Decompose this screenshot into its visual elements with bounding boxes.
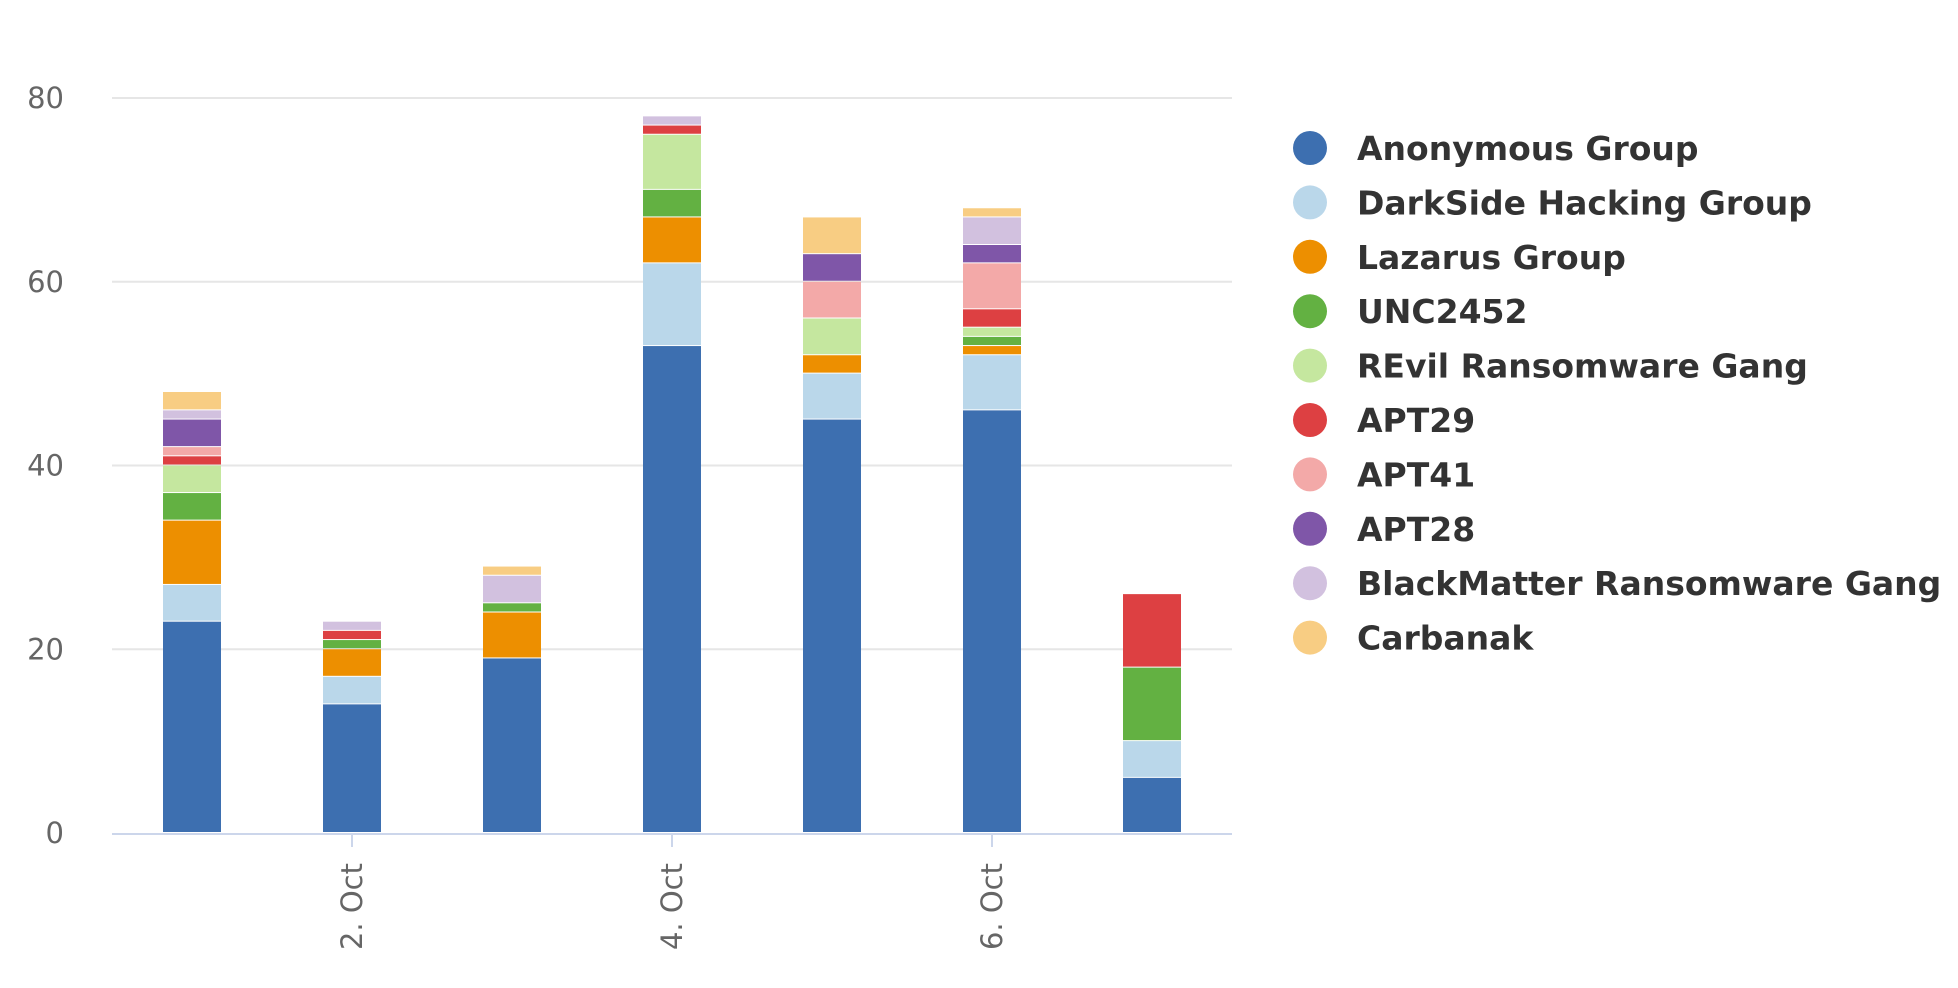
legend-item[interactable]: Anonymous Group <box>1293 129 1699 169</box>
bar-segment <box>803 373 861 419</box>
x-axis: 2. Oct 4. Oct 6. Oct <box>112 833 1232 950</box>
bar-segment <box>163 392 221 410</box>
x-tick-label: 6. Oct <box>975 863 1009 950</box>
bar-segment <box>483 566 541 575</box>
legend-item[interactable]: APT28 <box>1293 509 1476 549</box>
bar-segment <box>803 355 861 373</box>
bar-segment <box>1123 741 1181 777</box>
bar-segment <box>963 327 1021 336</box>
bar-segment <box>323 649 381 676</box>
legend-item[interactable]: APT29 <box>1293 401 1476 441</box>
legend-label: Carbanak <box>1357 619 1534 658</box>
legend-label: BlackMatter Ransomware Gang <box>1357 564 1941 603</box>
legend-marker <box>1293 185 1327 220</box>
bar-segment <box>323 621 381 630</box>
bar-segment <box>963 208 1021 217</box>
bar-stack <box>643 116 701 832</box>
bar-segment <box>483 612 541 658</box>
bar-segment <box>963 217 1021 244</box>
bar-segment <box>1123 777 1181 832</box>
bar-segment <box>963 346 1021 355</box>
y-tick-label: 80 <box>27 81 64 115</box>
bar-segment <box>1123 667 1181 741</box>
bar-segment <box>963 336 1021 346</box>
legend-marker <box>1293 294 1327 329</box>
legend-label: DarkSide Hacking Group <box>1357 183 1812 222</box>
legend-marker <box>1293 511 1327 546</box>
y-tick-label: 60 <box>27 265 64 299</box>
bar-segment <box>163 419 221 447</box>
bar-stack <box>323 621 381 832</box>
bar-segment <box>963 263 1021 309</box>
legend-marker <box>1293 620 1327 655</box>
legend-item[interactable]: BlackMatter Ransomware Gang <box>1293 564 1942 604</box>
legend-label: APT41 <box>1357 455 1475 494</box>
bar-stack <box>163 392 221 832</box>
bar-stack <box>963 208 1021 832</box>
y-tick-label: 0 <box>46 816 64 850</box>
bar-segment <box>163 465 221 493</box>
bar-segment <box>803 318 861 355</box>
legend-item[interactable]: REvil Ransomware Gang <box>1293 346 1808 386</box>
bar-segment <box>163 493 221 520</box>
y-axis-ticks: 0 20 40 60 80 <box>27 81 64 850</box>
legend-item[interactable]: DarkSide Hacking Group <box>1293 183 1812 223</box>
bar-segment <box>643 263 701 346</box>
bar-stack <box>483 566 541 832</box>
x-tick-label: 2. Oct <box>335 863 369 950</box>
bar-segment <box>323 704 381 832</box>
legend-item[interactable]: APT41 <box>1293 455 1476 495</box>
legend-marker <box>1293 131 1327 165</box>
bar-segment <box>483 575 541 603</box>
legend: Anonymous Group DarkSide Hacking Group Laz… <box>1293 129 1942 658</box>
bar-segment <box>963 355 1021 410</box>
bar-segment <box>163 520 221 584</box>
bar-segment <box>163 447 221 456</box>
legend-label: UNC2452 <box>1357 292 1527 331</box>
y-tick-label: 40 <box>27 449 64 483</box>
bar-segment <box>803 419 861 832</box>
bar-segment <box>323 640 381 649</box>
bar-segment <box>643 116 701 125</box>
legend-marker <box>1293 403 1327 437</box>
legend-marker <box>1293 457 1327 492</box>
legend-label: APT28 <box>1357 510 1475 549</box>
bar-segment <box>643 189 701 217</box>
bar-stack <box>803 217 861 832</box>
legend-item[interactable]: UNC2452 <box>1293 292 1528 332</box>
legend-label: REvil Ransomware Gang <box>1357 347 1808 386</box>
bar-segment <box>963 309 1021 327</box>
legend-item[interactable]: Carbanak <box>1293 618 1535 658</box>
legend-label: Anonymous Group <box>1357 129 1699 168</box>
legend-label: APT29 <box>1357 401 1475 440</box>
bar-segment <box>483 658 541 832</box>
bar-segment <box>483 603 541 612</box>
x-tick-label: 4. Oct <box>655 863 689 950</box>
bar-segment <box>643 217 701 263</box>
bar-segment <box>323 676 381 704</box>
bar-stack <box>1123 594 1181 832</box>
bars <box>163 116 1181 832</box>
bar-segment <box>643 125 701 134</box>
bar-segment <box>803 281 861 318</box>
bar-segment <box>163 621 221 832</box>
bar-segment <box>963 410 1021 832</box>
bar-segment <box>643 134 701 189</box>
bar-segment <box>1123 594 1181 667</box>
legend-marker <box>1293 239 1327 274</box>
bar-segment <box>803 254 861 281</box>
bar-segment <box>163 584 221 621</box>
bar-segment <box>163 456 221 465</box>
y-tick-label: 20 <box>27 632 64 666</box>
bar-segment <box>643 346 701 832</box>
legend-label: Lazarus Group <box>1357 238 1626 277</box>
bar-segment <box>963 245 1021 263</box>
legend-marker <box>1293 566 1327 601</box>
bar-segment <box>323 630 381 640</box>
legend-marker <box>1293 348 1327 383</box>
bar-segment <box>803 217 861 254</box>
legend-item[interactable]: Lazarus Group <box>1293 237 1626 277</box>
bar-segment <box>163 410 221 419</box>
